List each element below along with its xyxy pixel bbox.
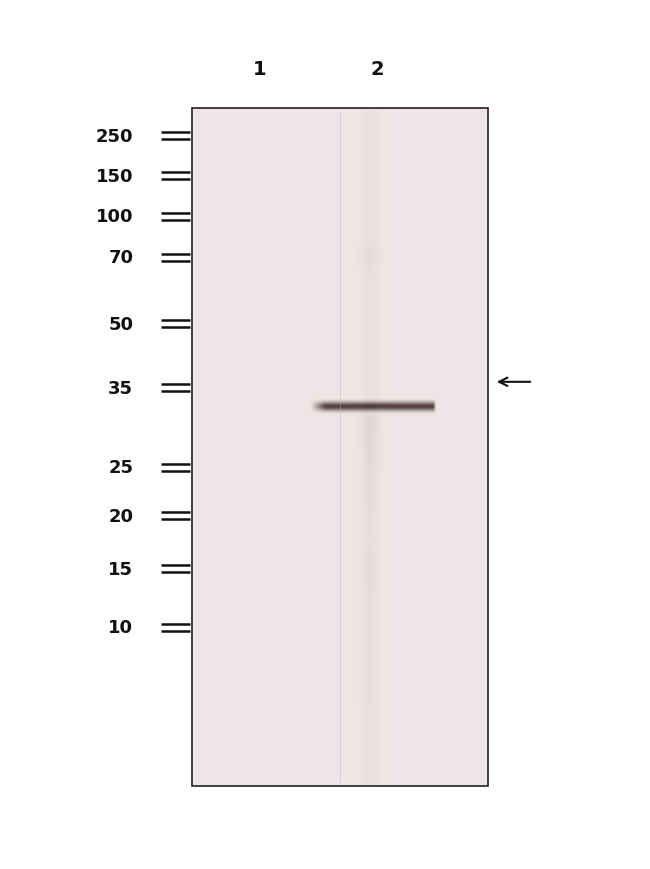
Text: 50: 50 [109,315,133,333]
Text: 25: 25 [109,459,133,476]
Bar [192,109,488,786]
Text: 1: 1 [254,60,266,79]
Text: 2: 2 [370,60,383,79]
Text: 15: 15 [109,561,133,578]
Text: 70: 70 [109,249,133,267]
Text: 250: 250 [96,128,133,145]
Text: 10: 10 [109,619,133,636]
Text: 150: 150 [96,168,133,185]
Text: 100: 100 [96,209,133,226]
Text: 20: 20 [109,507,133,525]
Text: 35: 35 [109,380,133,397]
